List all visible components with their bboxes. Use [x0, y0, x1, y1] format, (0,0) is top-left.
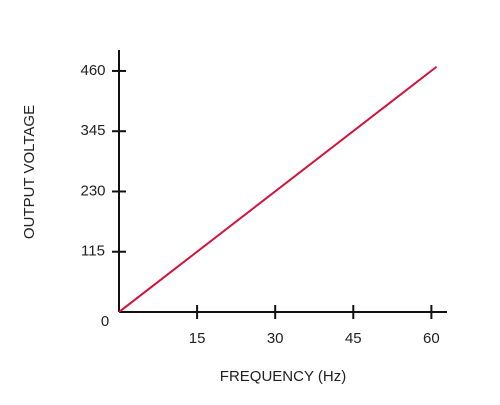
x-tick-label: 30 — [267, 330, 284, 347]
x-tick-label: 15 — [189, 330, 206, 347]
y-tick-label: 230 — [80, 182, 105, 199]
y-tick-label: 345 — [80, 122, 105, 139]
data-line — [118, 65, 438, 313]
y-tick-label: 115 — [81, 243, 105, 260]
y-axis-label: OUTPUT VOLTAGE — [21, 105, 38, 239]
y-tick-label: 460 — [80, 62, 105, 79]
y-tick-label: 0 — [101, 313, 109, 330]
x-tick-label: 60 — [423, 330, 440, 347]
x-tick-label: 45 — [345, 330, 362, 347]
x-axis-label: FREQUENCY (Hz) — [220, 368, 346, 385]
